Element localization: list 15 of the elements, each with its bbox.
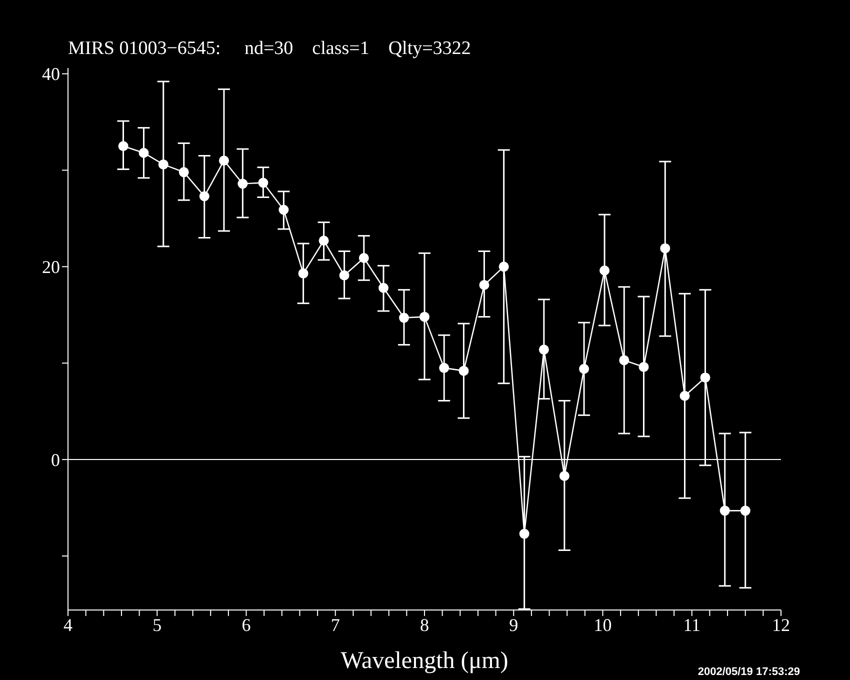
x-tick-label: 5 [152,614,162,635]
text: 2002/05/19 17:53:29 [698,666,800,678]
x-tick-label: 9 [509,614,518,635]
y-tick-label: 40 [42,64,60,84]
x-tick-label: 11 [683,614,701,635]
x-tick-label: 8 [420,614,429,635]
chart-title: MIRS 01003−6545: nd=30 class=1 Qlty=3322 [68,38,471,59]
x-tick-label: 7 [330,614,340,635]
x-tick-label: 10 [594,614,612,635]
x-tick-label: 12 [772,614,790,635]
x-tick-label: 6 [242,614,251,635]
y-tick-label: 20 [42,257,60,278]
y-tick-label: 0 [51,450,60,470]
x-axis-title: Wavelength (μm) [340,648,508,674]
x-tick-label: 4 [64,614,72,635]
